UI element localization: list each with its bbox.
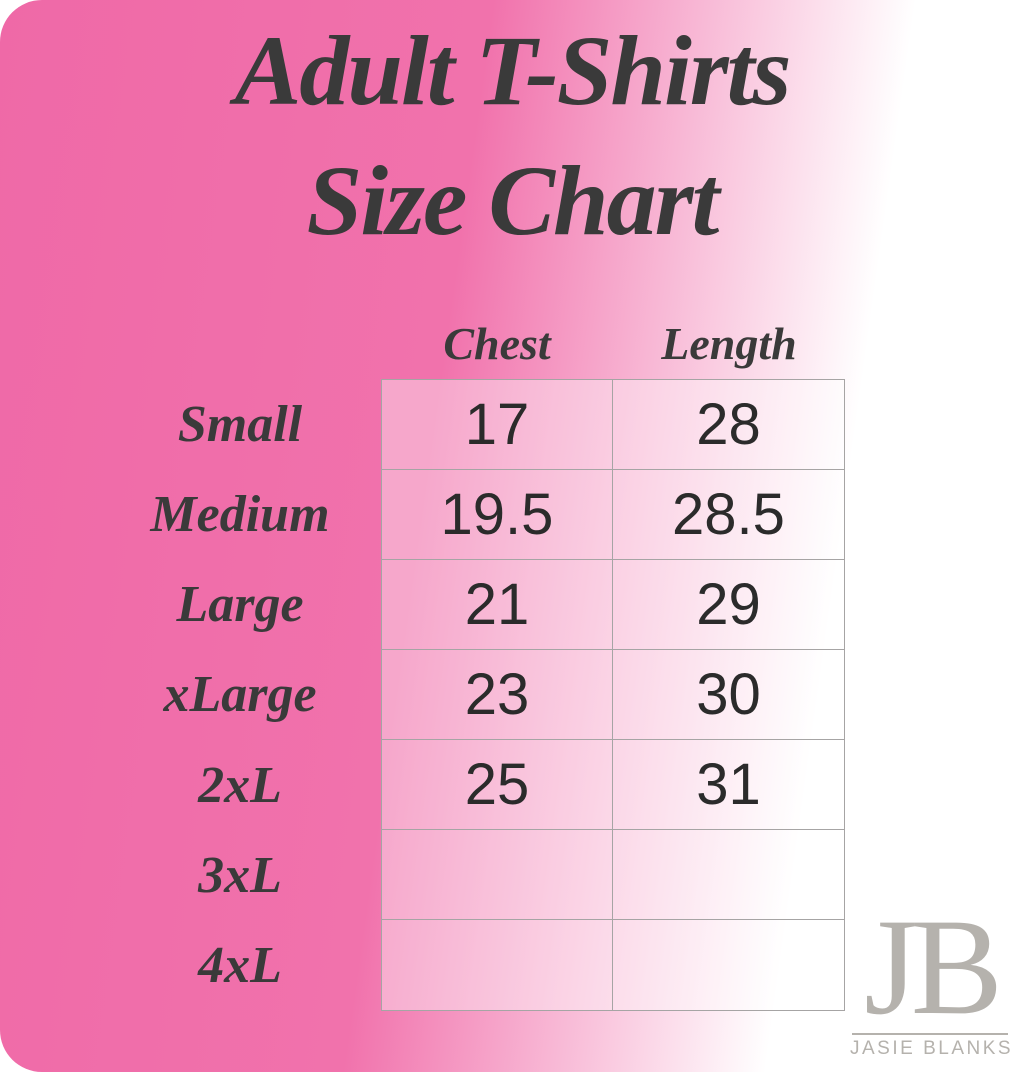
cell-xlarge-length: 30 [613, 650, 844, 740]
cell-medium-chest: 19.5 [382, 470, 613, 560]
cell-medium-length: 28.5 [613, 470, 844, 560]
cell-4xl-chest [382, 920, 613, 1010]
cell-2xl-length: 31 [613, 740, 844, 830]
page-title: Adult T-Shirts Size Chart [0, 6, 1024, 266]
size-label-3xl: 3xL [198, 847, 282, 905]
cell-3xl-length [613, 830, 844, 920]
cell-xlarge-chest: 23 [382, 650, 613, 740]
size-label-large: Large [176, 576, 304, 634]
column-header-length: Length [661, 318, 797, 369]
cell-2xl-chest: 25 [382, 740, 613, 830]
cell-4xl-length [613, 920, 844, 1010]
size-label-2xl: 2xL [198, 756, 282, 814]
cell-large-chest: 21 [382, 560, 613, 650]
brand-logo: JB JASIE BLANKS [850, 889, 1014, 1060]
size-label-medium: Medium [150, 485, 330, 543]
logo-monogram: JB [864, 889, 1003, 1043]
size-label-4xl: 4xL [198, 937, 282, 995]
size-label-small: Small [177, 395, 303, 453]
title-line-1: Adult T-Shirts [234, 15, 792, 126]
logo-divider-line [852, 1033, 1008, 1035]
column-header-chest: Chest [443, 318, 551, 369]
cell-small-length: 28 [613, 380, 844, 470]
title-line-2: Size Chart [306, 145, 720, 256]
size-table: 17 28 19.5 28.5 21 29 23 30 25 31 [381, 379, 845, 1011]
size-label-xlarge: xLarge [163, 666, 317, 724]
cell-3xl-chest [382, 830, 613, 920]
cell-large-length: 29 [613, 560, 844, 650]
logo-brand-name: JASIE BLANKS [850, 1038, 1014, 1059]
size-labels-column: Small Medium Large xLarge 2xL 3xL 4xL [100, 379, 380, 1011]
cell-small-chest: 17 [382, 380, 613, 470]
